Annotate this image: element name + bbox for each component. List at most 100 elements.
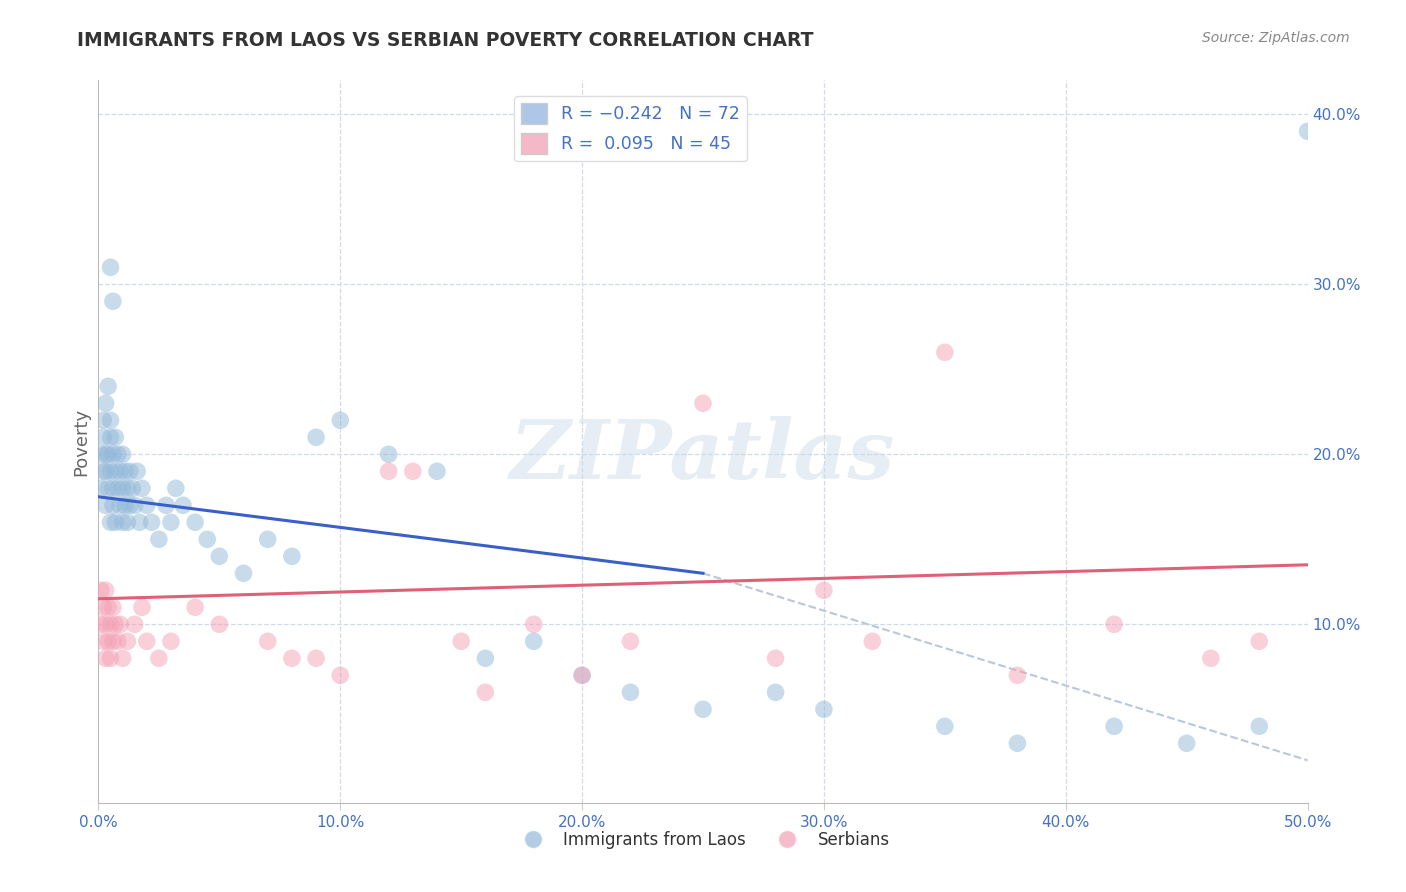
Point xyxy=(108,498,131,512)
Point xyxy=(101,498,124,512)
Point xyxy=(135,634,157,648)
Point xyxy=(1296,124,1319,138)
Point xyxy=(114,498,136,512)
Point xyxy=(94,498,117,512)
Point xyxy=(329,413,352,427)
Point xyxy=(934,719,956,733)
Point xyxy=(97,600,120,615)
Point xyxy=(97,447,120,461)
Point xyxy=(128,516,150,530)
Point xyxy=(100,464,122,478)
Point xyxy=(934,345,956,359)
Text: Source: ZipAtlas.com: Source: ZipAtlas.com xyxy=(1202,31,1350,45)
Point xyxy=(111,447,134,461)
Point xyxy=(101,600,124,615)
Point xyxy=(135,498,157,512)
Point xyxy=(208,617,231,632)
Point xyxy=(100,260,122,275)
Point xyxy=(305,651,328,665)
Point xyxy=(94,464,117,478)
Point xyxy=(100,430,122,444)
Point xyxy=(117,634,139,648)
Point xyxy=(692,396,714,410)
Point xyxy=(100,651,122,665)
Point xyxy=(108,617,131,632)
Point xyxy=(104,516,127,530)
Point xyxy=(97,634,120,648)
Point xyxy=(619,685,641,699)
Point xyxy=(101,447,124,461)
Point xyxy=(765,651,787,665)
Point xyxy=(108,464,131,478)
Point xyxy=(121,481,143,495)
Point xyxy=(619,634,641,648)
Point xyxy=(860,634,883,648)
Point xyxy=(111,651,134,665)
Point xyxy=(104,430,127,444)
Point xyxy=(377,464,399,478)
Point xyxy=(94,583,117,598)
Point xyxy=(131,481,153,495)
Point xyxy=(281,651,304,665)
Point xyxy=(101,634,124,648)
Point xyxy=(111,516,134,530)
Point xyxy=(402,464,425,478)
Point xyxy=(160,634,183,648)
Point xyxy=(1249,634,1271,648)
Point xyxy=(155,498,177,512)
Point xyxy=(107,634,129,648)
Point xyxy=(160,516,183,530)
Point xyxy=(124,498,146,512)
Point xyxy=(91,634,114,648)
Point xyxy=(90,447,112,461)
Point xyxy=(90,481,112,495)
Point xyxy=(90,583,112,598)
Point xyxy=(377,447,399,461)
Point xyxy=(91,413,114,427)
Point xyxy=(426,464,449,478)
Point xyxy=(184,516,207,530)
Point xyxy=(94,396,117,410)
Point xyxy=(1007,668,1029,682)
Point xyxy=(195,533,218,547)
Point xyxy=(141,516,163,530)
Point xyxy=(117,516,139,530)
Point xyxy=(118,464,141,478)
Text: IMMIGRANTS FROM LAOS VS SERBIAN POVERTY CORRELATION CHART: IMMIGRANTS FROM LAOS VS SERBIAN POVERTY … xyxy=(77,31,814,50)
Point xyxy=(450,634,472,648)
Point xyxy=(256,533,278,547)
Point xyxy=(165,481,187,495)
Point xyxy=(100,617,122,632)
Point xyxy=(107,447,129,461)
Text: ZIPatlas: ZIPatlas xyxy=(510,416,896,496)
Point xyxy=(91,600,114,615)
Point xyxy=(232,566,254,581)
Point xyxy=(91,430,114,444)
Point xyxy=(813,702,835,716)
Point xyxy=(692,702,714,716)
Point xyxy=(107,481,129,495)
Point xyxy=(172,498,194,512)
Point xyxy=(94,651,117,665)
Point xyxy=(104,617,127,632)
Point xyxy=(148,651,170,665)
Point xyxy=(523,634,546,648)
Point xyxy=(765,685,787,699)
Point xyxy=(571,668,593,682)
Point xyxy=(94,447,117,461)
Point xyxy=(1102,719,1125,733)
Point xyxy=(97,481,120,495)
Point xyxy=(1102,617,1125,632)
Point xyxy=(474,685,496,699)
Point xyxy=(94,617,117,632)
Point xyxy=(100,516,122,530)
Point xyxy=(256,634,278,648)
Point xyxy=(813,583,835,598)
Point xyxy=(114,464,136,478)
Point xyxy=(184,600,207,615)
Point xyxy=(571,668,593,682)
Point xyxy=(118,498,141,512)
Point xyxy=(208,549,231,564)
Point xyxy=(127,464,149,478)
Point xyxy=(104,464,127,478)
